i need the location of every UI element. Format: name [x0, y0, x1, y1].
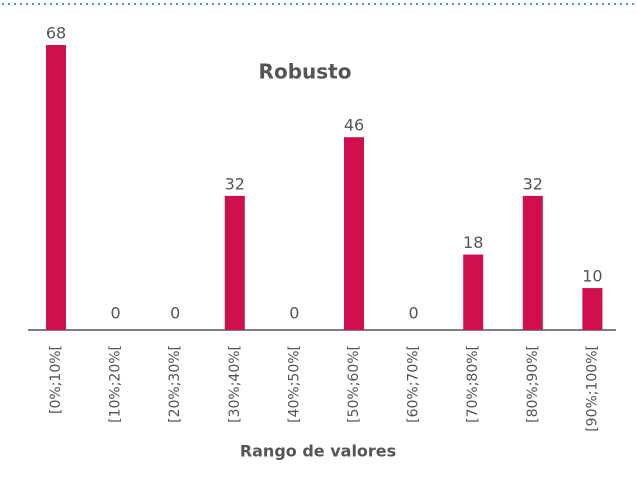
x-tick-label: [60%;70%[ — [406, 345, 422, 423]
data-label: 46 — [344, 116, 364, 135]
data-label: 10 — [582, 267, 602, 286]
x-axis-label: Rango de valores — [240, 442, 396, 461]
data-label: 0 — [170, 304, 180, 323]
bar — [463, 254, 484, 330]
x-tick-label: [10%;20%[ — [108, 345, 124, 423]
data-label: 0 — [111, 304, 121, 323]
bar — [46, 45, 66, 330]
bar — [522, 195, 543, 330]
data-label: 18 — [463, 233, 483, 252]
bar — [582, 288, 603, 330]
x-tick-label: [20%;30%[ — [167, 345, 183, 423]
data-label: 32 — [523, 174, 543, 193]
x-tick-label: [90%;100%[ — [584, 345, 600, 432]
x-tick-label: [40%;50%[ — [286, 345, 302, 423]
x-tick-label: [30%;40%[ — [227, 345, 243, 423]
data-label: 68 — [46, 24, 66, 43]
x-tick-label: [70%;80%[ — [465, 345, 481, 423]
data-label: 32 — [225, 174, 245, 193]
x-tick-label: [80%;90%[ — [525, 345, 541, 423]
bar — [224, 195, 245, 330]
bar — [344, 137, 364, 330]
x-tick-label: [0%;10%[ — [48, 345, 64, 414]
x-tick-label: [50%;60%[ — [346, 345, 362, 423]
chart-title: Robusto — [259, 60, 352, 84]
data-label: 0 — [289, 304, 299, 323]
data-label: 0 — [409, 304, 419, 323]
